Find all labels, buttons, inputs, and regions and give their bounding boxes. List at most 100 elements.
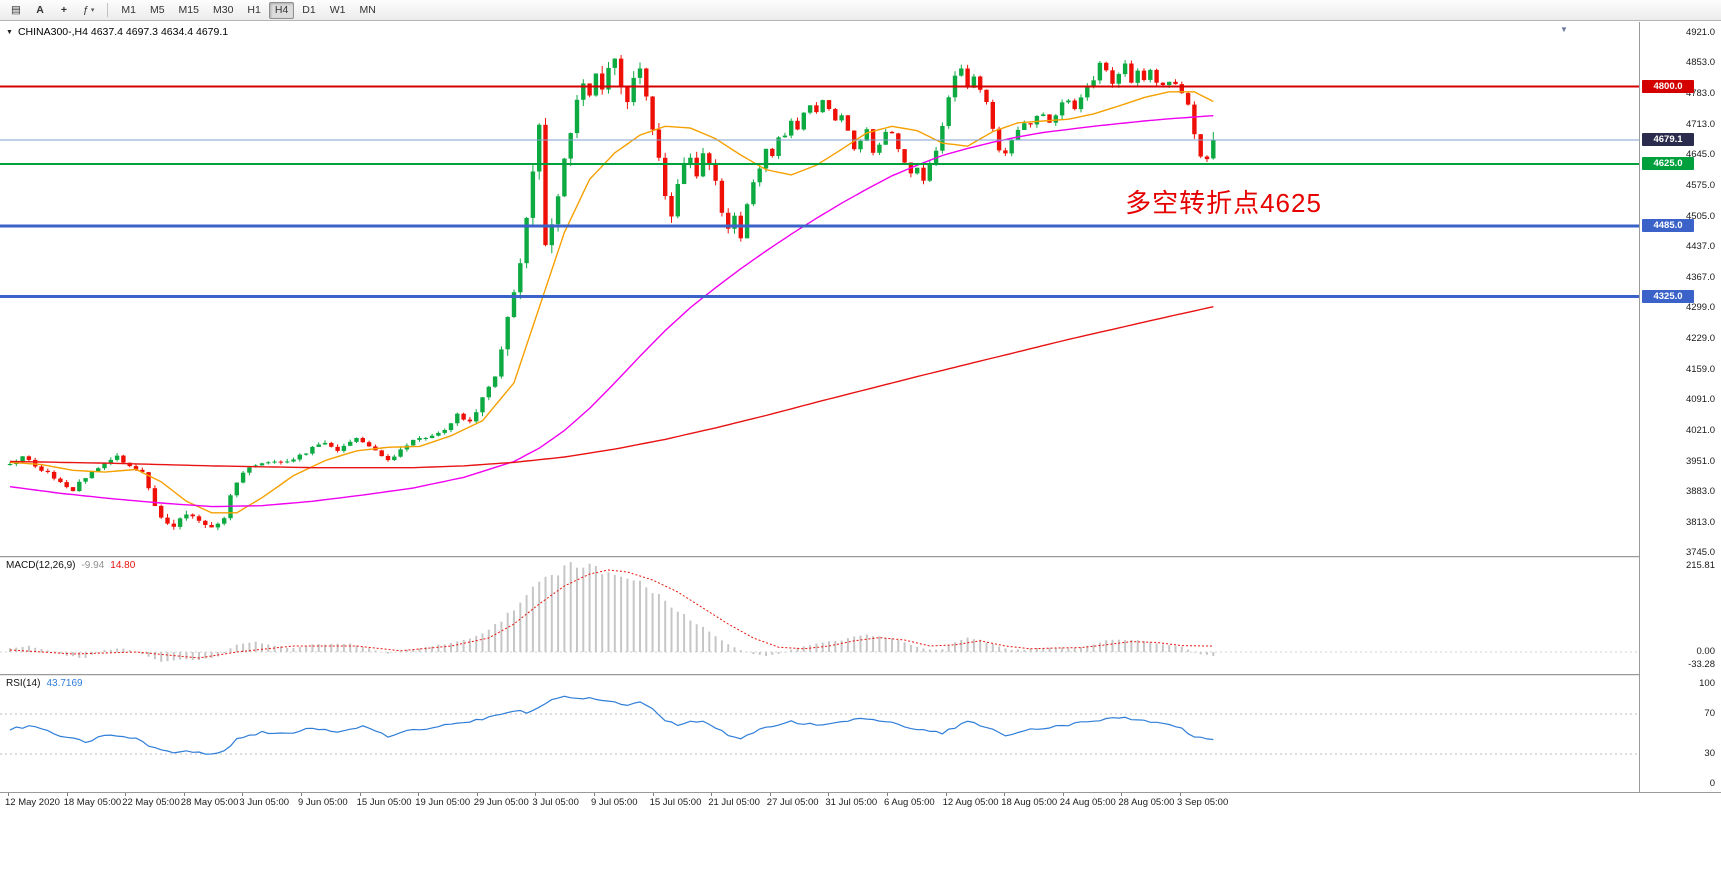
time-tick-mark [594, 793, 595, 796]
candle [177, 517, 183, 530]
text-tool-icon[interactable]: A [29, 2, 51, 19]
candle [291, 457, 296, 463]
timeframe-m15-button[interactable]: M15 [173, 2, 205, 19]
timeframe-h1-button[interactable]: H1 [241, 2, 266, 19]
macd-axis-label: 215.81 [1685, 559, 1715, 571]
price-tick-label: 4229.0 [1685, 332, 1715, 344]
time-tick-label: 9 Jun 05:00 [298, 797, 348, 808]
candle [637, 62, 643, 85]
macd-name: MACD(12,26,9) [6, 560, 76, 571]
candle [1009, 138, 1014, 157]
indicators-icon[interactable]: ƒ ▾ [77, 2, 100, 19]
candle [215, 522, 221, 531]
main-chart[interactable] [0, 22, 1639, 556]
time-tick-label: 12 May 2020 [5, 797, 60, 808]
candle [1141, 68, 1147, 82]
candle [310, 446, 315, 456]
candle [1066, 99, 1071, 104]
charts-grid-icon[interactable]: ▤ [5, 2, 27, 19]
candle [366, 440, 372, 447]
time-tick-label: 15 Jul 05:00 [649, 797, 702, 808]
candle [64, 480, 69, 489]
chart-shift-marker-icon[interactable]: ▼ [1560, 25, 1568, 34]
rsi-indicator-panel[interactable] [0, 676, 1639, 792]
price-tick-label: 3813.0 [1685, 516, 1715, 528]
candle [1135, 68, 1140, 86]
candle [618, 55, 624, 95]
candle [83, 478, 88, 484]
candle [782, 132, 788, 138]
candle [675, 179, 680, 219]
candle [58, 477, 63, 483]
time-tick-label: 9 Jul 05:00 [591, 797, 638, 808]
time-axis[interactable]: 12 May 2020 18 May 05:00 22 May 05:00 28 Ma… [0, 793, 1639, 811]
price-tick-label: 4575.0 [1685, 179, 1715, 191]
time-tick-label: 28 May 05:00 [180, 797, 239, 808]
candle [209, 522, 214, 528]
chart-annotation-text[interactable]: 多空转折点4625 [1125, 188, 1322, 219]
candle [398, 447, 403, 458]
candle [329, 441, 334, 448]
candle [379, 449, 384, 457]
candle [184, 510, 189, 521]
candle [165, 513, 170, 525]
candle [593, 73, 599, 97]
candle [625, 86, 630, 110]
macd-signal-line [9, 569, 1214, 659]
rsi-axis-label: 100 [1699, 678, 1715, 689]
time-tick-label: 18 May 05:00 [63, 797, 122, 808]
candle [1015, 126, 1021, 140]
candle [845, 115, 851, 131]
rsi-axis-label: 30 [1704, 748, 1715, 759]
candle [511, 289, 517, 319]
rsi-label: RSI(14) 43.7169 [6, 678, 83, 689]
time-axis-line [0, 792, 1721, 793]
candle [663, 152, 668, 200]
candle [303, 453, 309, 456]
crosshair-icon[interactable]: + [53, 2, 75, 19]
panel-resize-handle[interactable] [0, 556, 1721, 558]
timeframe-d1-button[interactable]: D1 [296, 2, 321, 19]
timeframe-mn-button[interactable]: MN [353, 2, 381, 19]
candle [335, 444, 340, 453]
candle [442, 428, 447, 435]
one-click-trading-arrow-icon[interactable]: ▼ [6, 28, 13, 36]
candle [896, 132, 901, 153]
candle [833, 107, 838, 121]
timeframe-h4-button[interactable]: H4 [268, 1, 295, 19]
candle [411, 439, 416, 446]
macd-indicator-panel[interactable] [0, 558, 1639, 674]
candle [1185, 91, 1191, 106]
macd-axis-label: 0.00 [1696, 646, 1716, 657]
candle [228, 493, 233, 521]
candle [915, 167, 920, 175]
candle [763, 148, 769, 173]
candle [656, 123, 662, 161]
candle [436, 431, 441, 437]
timeframe-w1-button[interactable]: W1 [324, 2, 352, 19]
price-tick-label: 4645.0 [1685, 149, 1715, 161]
candle [902, 149, 907, 165]
time-tick-mark [66, 793, 68, 796]
macd-label: MACD(12,26,9) -9.94 14.80 [6, 560, 135, 571]
timeframe-m30-button[interactable]: M30 [207, 2, 239, 19]
candle [757, 164, 762, 187]
timeframe-m5-button[interactable]: M5 [144, 2, 171, 19]
candle [568, 132, 573, 167]
price-axis[interactable]: 4921.0 4853.0 4783.0 4713.0 4645.0 4575.0 4505… [1639, 22, 1721, 792]
candle [1198, 134, 1203, 159]
macd-axis-label: -33.28 [1688, 659, 1715, 671]
candle [322, 440, 328, 445]
candle [417, 436, 422, 442]
panel-resize-handle[interactable] [0, 674, 1721, 676]
timeframe-m1-button[interactable]: M1 [115, 2, 142, 19]
price-tick-label: 3883.0 [1685, 485, 1715, 497]
candle [732, 212, 737, 234]
price-tag-4800.0: 4800.0 [1642, 80, 1694, 93]
price-tick-label: 4367.0 [1685, 271, 1715, 283]
candle [984, 89, 989, 105]
candle [1003, 147, 1008, 156]
candle [474, 409, 479, 423]
time-tick-label: 19 Jun 05:00 [415, 797, 471, 808]
candle [423, 437, 428, 441]
